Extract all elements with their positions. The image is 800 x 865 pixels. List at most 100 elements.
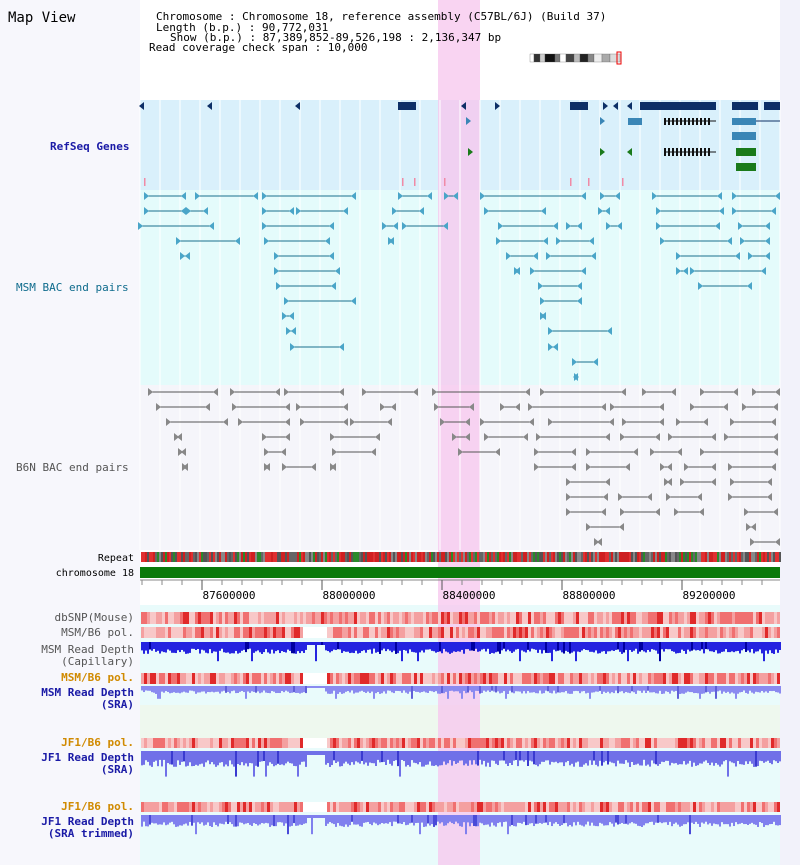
repeat-segment [329, 552, 331, 562]
jf1-read-depth-sra-label[interactable]: JF1 Read Depth [41, 751, 134, 764]
depth-bar [407, 686, 409, 694]
msm-b6-pol-heatmap[interactable] [141, 627, 780, 638]
heat-cell [699, 612, 702, 624]
depth-bar [471, 686, 473, 693]
heat-cell [216, 738, 219, 748]
jf1-read-depth-trimmed-sub[interactable]: (SRA trimmed) [48, 827, 134, 840]
depth-bar [293, 815, 295, 824]
depth-bar [339, 642, 341, 650]
heat-cell [450, 802, 453, 812]
repeat-segment [225, 552, 227, 562]
depth-bar [583, 642, 585, 650]
jf1-depth-sra-trimmed[interactable] [141, 815, 781, 835]
depth-bar [749, 751, 751, 762]
msm-bac-track-label[interactable]: MSM BAC end pairs [16, 281, 129, 294]
msm-read-depth-capillary-label[interactable]: MSM Read Depth [41, 643, 134, 656]
repeat-segment [473, 552, 475, 562]
depth-bar [599, 751, 601, 761]
depth-bar [715, 686, 717, 699]
chromosome-track-label[interactable]: chromosome 18 [56, 568, 134, 579]
depth-bar [543, 642, 545, 651]
repeat-segment [327, 552, 329, 562]
jf1-read-depth-sra-sub[interactable]: (SRA) [101, 763, 134, 776]
msm-read-depth-capillary-sub[interactable]: (Capillary) [61, 655, 134, 668]
heat-cell [174, 612, 177, 624]
repeat-segment [181, 552, 183, 562]
bac-end-marker [495, 448, 500, 456]
bac-end-marker [413, 388, 418, 396]
msm-depth-capillary[interactable] [141, 642, 781, 662]
depth-bar [349, 815, 351, 826]
depth-bar [711, 686, 713, 692]
repeat-track[interactable] [141, 552, 781, 562]
jf1-b6-pol-heatmap[interactable] [141, 738, 780, 748]
depth-bar [559, 815, 561, 827]
depth-bar [767, 686, 769, 693]
jf1-b6-pol-label-2[interactable]: JF1/B6 pol. [61, 800, 134, 813]
depth-bar [567, 815, 569, 827]
heat-cell [375, 673, 378, 684]
depth-bar [397, 642, 399, 654]
depth-bar [181, 686, 183, 693]
depth-bar [605, 642, 607, 654]
heat-cell [378, 738, 381, 748]
jf1-b6-pol-heatmap-2[interactable] [141, 802, 780, 812]
heat-cell [753, 738, 756, 748]
bac-end-marker [642, 388, 647, 396]
heat-cell [636, 673, 639, 684]
depth-bar [171, 642, 173, 653]
jf1-depth-sra[interactable] [141, 751, 781, 777]
heat-cell [588, 738, 591, 748]
repeat-segment [751, 552, 753, 562]
repeat-track-label[interactable]: Repeat [98, 553, 134, 564]
refseq-track-label[interactable]: RefSeq Genes [50, 140, 129, 153]
heat-cell [423, 612, 426, 624]
bac-end-marker [773, 433, 778, 441]
msm-b6-pol-label-1[interactable]: MSM/B6 pol. [61, 626, 134, 639]
depth-bar [527, 815, 529, 825]
bac-end-marker [620, 433, 625, 441]
repeat-segment [391, 552, 393, 562]
refseq-tick [622, 178, 624, 186]
depth-bar [437, 815, 439, 822]
depth-bar [727, 686, 729, 692]
jf1-read-depth-trimmed-label[interactable]: JF1 Read Depth [41, 815, 134, 828]
depth-bar [727, 642, 729, 653]
depth-bar [529, 686, 531, 693]
msm-read-depth-sra-label[interactable]: MSM Read Depth [41, 686, 134, 699]
depth-bar [671, 751, 673, 763]
heat-cell [519, 612, 522, 624]
bac-end-marker [534, 448, 539, 456]
msm-depth-sra[interactable] [141, 686, 781, 699]
dbsnp-track-label[interactable]: dbSNP(Mouse) [55, 611, 134, 624]
b6n-bac-track-label[interactable]: B6N BAC end pairs [16, 461, 129, 474]
depth-bar [367, 686, 369, 692]
msm-read-depth-sra-sub[interactable]: (SRA) [101, 698, 134, 711]
heat-cell [144, 802, 147, 812]
msm-b6-pol-heatmap-2[interactable] [141, 673, 780, 684]
heat-cell [330, 627, 333, 638]
depth-bar [641, 751, 643, 766]
depth-bar [553, 751, 555, 763]
repeat-segment [323, 552, 325, 562]
jf1-b6-pol-label-1[interactable]: JF1/B6 pol. [61, 736, 134, 749]
depth-bar [691, 751, 693, 767]
chromosome-ideogram[interactable] [529, 51, 622, 65]
heat-cell [777, 627, 780, 638]
heat-cell [363, 802, 366, 812]
heat-cell [678, 612, 681, 624]
heat-cell [750, 802, 753, 812]
repeat-segment [287, 552, 289, 562]
msm-b6-pol-label-2[interactable]: MSM/B6 pol. [61, 671, 134, 684]
depth-bar [203, 815, 205, 826]
heat-cell [423, 802, 426, 812]
heat-cell [504, 738, 507, 748]
depth-bar [245, 751, 247, 764]
repeat-segment [191, 552, 193, 562]
heat-cell [414, 802, 417, 812]
depth-bar [577, 815, 579, 822]
dbsnp-heatmap[interactable] [141, 612, 780, 624]
depth-bar [531, 815, 533, 824]
